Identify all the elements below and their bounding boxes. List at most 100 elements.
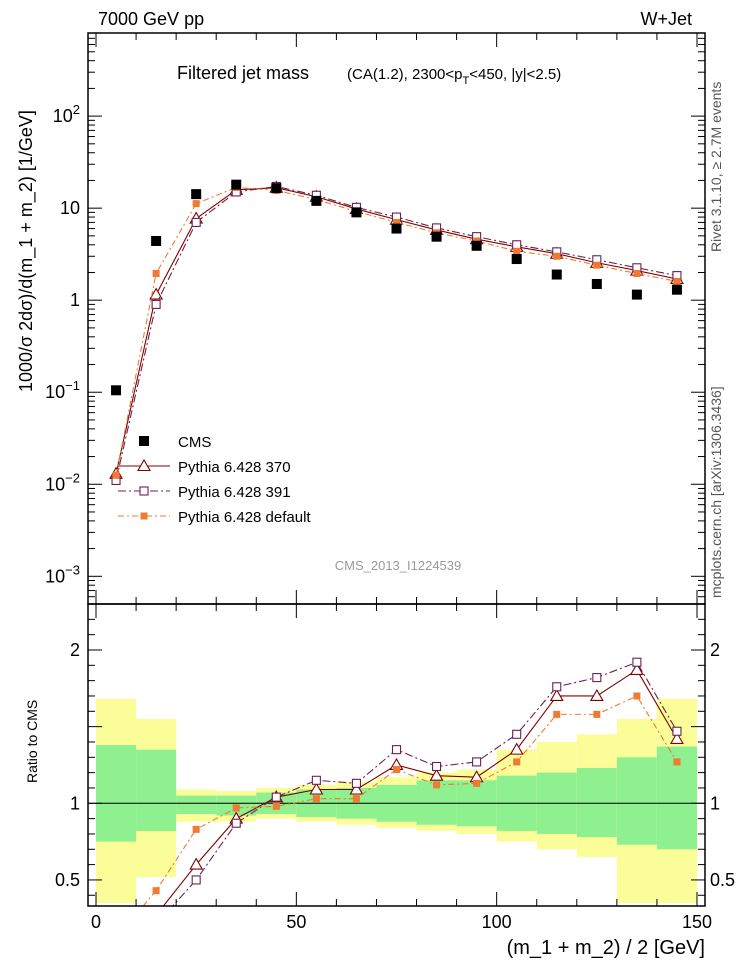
ratio-point-1 bbox=[673, 727, 681, 735]
y-tick-exponent: −3 bbox=[65, 562, 80, 577]
ratio-point-0 bbox=[591, 690, 603, 701]
ratio-point-1 bbox=[433, 762, 441, 770]
cms-point bbox=[151, 236, 161, 246]
legend-marker bbox=[141, 513, 148, 520]
ratio-point-2 bbox=[313, 795, 320, 802]
band-inner bbox=[96, 745, 136, 842]
ratio-tick-label: 0.5 bbox=[55, 870, 80, 890]
y-tick-exponent: −1 bbox=[65, 378, 80, 393]
ratio-point-1 bbox=[633, 658, 641, 666]
ratio-point-2 bbox=[393, 766, 400, 773]
ratio-point-2 bbox=[473, 780, 480, 787]
legend-marker bbox=[138, 460, 150, 471]
ratio-point-1 bbox=[393, 746, 401, 754]
cms-point bbox=[392, 224, 402, 234]
y-tick-base: 10 bbox=[53, 106, 73, 126]
rivet-version: Rivet 3.1.10, ≥ 2.7M events bbox=[708, 82, 724, 252]
ratio-tick-label-right: 1 bbox=[710, 793, 720, 813]
cms-point bbox=[231, 180, 241, 190]
ratio-tick-label: 1 bbox=[70, 793, 80, 813]
header-left: 7000 GeV pp bbox=[98, 9, 204, 29]
subtitle-pre: (CA(1.2), 2300<p bbox=[347, 66, 462, 83]
legend-label: Pythia 6.428 default bbox=[178, 509, 311, 526]
ratio-point-1 bbox=[312, 776, 320, 784]
legend-label-cms: CMS bbox=[178, 434, 211, 451]
y-tick-label: 10 bbox=[60, 198, 80, 218]
y-tick-label: 10−3 bbox=[45, 562, 80, 586]
series-point-2 bbox=[593, 262, 600, 269]
ratio-point-2 bbox=[513, 758, 520, 765]
band-inner bbox=[176, 796, 216, 814]
header-right: W+Jet bbox=[640, 9, 692, 29]
x-axis-label: (m_1 + m_2) / 2 [GeV] bbox=[507, 937, 705, 959]
ratio-point-1 bbox=[112, 942, 120, 950]
ratio-tick-label-right: 2 bbox=[710, 640, 720, 660]
band-inner bbox=[617, 757, 657, 844]
series-point-2 bbox=[153, 270, 160, 277]
y-tick-base: 1 bbox=[70, 290, 80, 310]
x-tick-label: 0 bbox=[91, 912, 101, 932]
ratio-point-2 bbox=[633, 692, 640, 699]
plot-figure: 0 50 100 15010210110−110−210−32 21 10.5 0.5 70… bbox=[0, 0, 746, 972]
cms-point bbox=[672, 285, 682, 295]
ratio-point-1 bbox=[513, 730, 521, 738]
cms-point bbox=[592, 279, 602, 289]
ratio-point-2 bbox=[553, 711, 560, 718]
series-point-2 bbox=[673, 278, 680, 285]
legend-label: Pythia 6.428 391 bbox=[178, 484, 291, 501]
band-inner bbox=[577, 768, 617, 837]
series-point-2 bbox=[553, 253, 560, 260]
y-axis-label: 1000/σ 2dσ)/d(m_1 + m_2) [1/GeV] bbox=[16, 110, 37, 392]
ratio-point-2 bbox=[353, 795, 360, 802]
ratio-point-2 bbox=[673, 758, 680, 765]
ratio-point-2 bbox=[593, 711, 600, 718]
series-point-1 bbox=[192, 218, 200, 226]
ratio-point-1 bbox=[232, 819, 240, 827]
y-tick-base: 10 bbox=[45, 566, 65, 586]
y-tick-exponent: 2 bbox=[73, 102, 80, 117]
series-point-2 bbox=[633, 270, 640, 277]
ratio-point-2 bbox=[273, 803, 280, 810]
ratio-point-1 bbox=[352, 779, 360, 787]
y-tick-label: 10−1 bbox=[45, 378, 80, 402]
x-tick-label: 150 bbox=[682, 912, 712, 932]
cms-point bbox=[472, 241, 482, 251]
cms-point bbox=[271, 183, 281, 193]
ratio-point-1 bbox=[553, 683, 561, 691]
x-tick-label: 50 bbox=[286, 912, 306, 932]
ratio-point-1 bbox=[192, 876, 200, 884]
ratio-tick-label: 2 bbox=[70, 640, 80, 660]
y-tick-base: 10 bbox=[60, 198, 80, 218]
cms-point bbox=[432, 232, 442, 242]
analysis-id-watermark: CMS_2013_I1224539 bbox=[335, 558, 462, 573]
cms-point bbox=[632, 290, 642, 300]
ratio-point-1 bbox=[473, 758, 481, 766]
cms-point bbox=[311, 196, 321, 206]
y-tick-label: 1 bbox=[70, 290, 80, 310]
series-point-2 bbox=[193, 200, 200, 207]
x-tick-label: 100 bbox=[482, 912, 512, 932]
ratio-point-2 bbox=[433, 781, 440, 788]
legend: CMS Pythia 6.428 370 Pythia 6.428 391 Pythi… bbox=[118, 434, 311, 526]
chart-title: Filtered jet mass bbox=[177, 63, 309, 83]
y-tick-base: 10 bbox=[45, 474, 65, 494]
cms-point bbox=[111, 385, 121, 395]
series-point-1 bbox=[513, 241, 521, 249]
ratio-point-2 bbox=[153, 887, 160, 894]
y-tick-label: 10−2 bbox=[45, 470, 80, 494]
y-tick-base: 10 bbox=[45, 382, 65, 402]
cms-point bbox=[552, 270, 562, 280]
legend-marker-cms bbox=[139, 436, 149, 446]
ratio-point-1 bbox=[272, 793, 280, 801]
subtitle-post: <450, |y|<2.5) bbox=[469, 66, 561, 83]
cms-point bbox=[191, 189, 201, 199]
cms-point bbox=[351, 207, 361, 217]
y-tick-label: 102 bbox=[53, 102, 80, 126]
series-point-2 bbox=[513, 248, 520, 255]
series-point-2 bbox=[113, 472, 120, 479]
ratio-point-2 bbox=[233, 804, 240, 811]
band-inner bbox=[136, 750, 176, 831]
ratio-point-1 bbox=[152, 920, 160, 928]
ratio-y-axis-label: Ratio to CMS bbox=[24, 700, 40, 783]
ratio-point-0 bbox=[511, 744, 523, 755]
